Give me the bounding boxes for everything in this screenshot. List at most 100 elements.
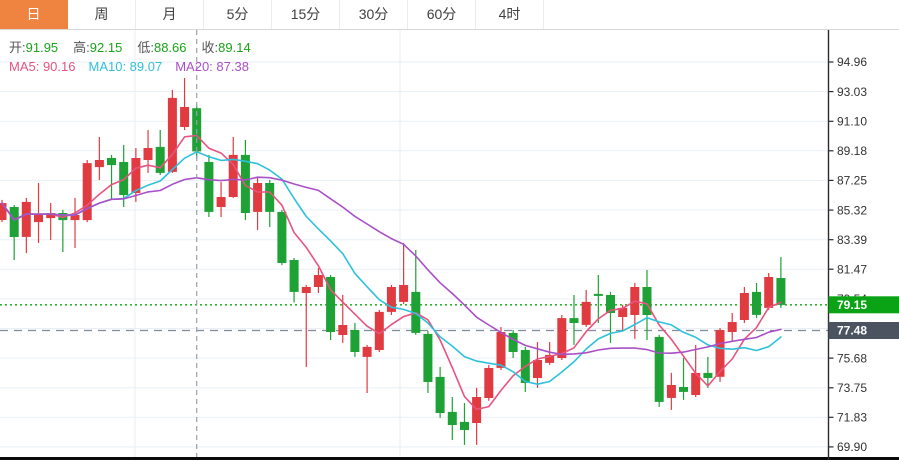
tab-5分[interactable]: 5分	[204, 0, 272, 29]
candle-body	[9, 207, 19, 237]
candle-body	[484, 368, 494, 398]
candle[interactable]	[679, 358, 688, 400]
candle-body	[423, 333, 433, 382]
y-axis-ticks: 94.96 93.03 91.10 89.18 87.25 85.32 83.39 81.47…	[828, 55, 867, 454]
tab-月[interactable]: 月	[136, 0, 204, 29]
candle[interactable]	[21, 197, 31, 254]
candle[interactable]	[435, 366, 445, 418]
candle[interactable]	[34, 183, 43, 243]
tab-周[interactable]: 周	[68, 0, 136, 29]
y-axis-label: 75.68	[837, 351, 867, 365]
ma5-line	[1, 134, 782, 411]
candle[interactable]	[253, 177, 263, 230]
candle[interactable]	[399, 242, 409, 304]
candle-body	[557, 318, 567, 358]
tab-15分[interactable]: 15分	[272, 0, 340, 29]
candle-body	[581, 301, 591, 325]
candle[interactable]	[752, 283, 761, 319]
candle[interactable]	[691, 344, 701, 397]
candle-body	[204, 162, 214, 212]
candle-body	[776, 278, 786, 305]
tab-日[interactable]: 日	[0, 0, 68, 29]
candle[interactable]	[386, 285, 396, 315]
candle[interactable]	[277, 209, 287, 266]
candle[interactable]	[265, 180, 275, 227]
candle[interactable]	[119, 144, 129, 207]
tab-4时[interactable]: 4时	[476, 0, 544, 29]
candle[interactable]	[496, 327, 506, 370]
candle[interactable]	[423, 331, 433, 393]
candle[interactable]	[557, 315, 567, 360]
candle[interactable]	[545, 342, 555, 365]
candle[interactable]	[654, 334, 664, 407]
candle-body	[764, 277, 774, 308]
candle-body	[0, 203, 7, 220]
candle[interactable]	[301, 285, 311, 367]
candle[interactable]	[362, 344, 372, 393]
candle[interactable]	[447, 397, 457, 440]
candle[interactable]	[411, 250, 421, 335]
y-axis-label: 91.10	[837, 115, 867, 129]
last-price-badge: 79.15	[828, 296, 899, 314]
candle[interactable]	[82, 160, 92, 223]
candle[interactable]	[167, 90, 177, 173]
candle-body	[21, 201, 31, 237]
candle[interactable]	[460, 403, 469, 445]
tab-30分[interactable]: 30分	[340, 0, 408, 29]
candle-body	[143, 148, 153, 160]
candle-body	[155, 146, 165, 173]
candle[interactable]	[350, 323, 360, 357]
candle[interactable]	[727, 313, 737, 342]
candle[interactable]	[289, 258, 299, 303]
candle[interactable]	[593, 275, 603, 323]
candle[interactable]	[739, 287, 749, 323]
candle[interactable]	[9, 205, 19, 260]
candle[interactable]	[569, 295, 579, 345]
period-tab-bar: 日周月 5分 15分 30分 60分 4时	[0, 0, 899, 30]
candle[interactable]	[0, 199, 7, 223]
candle-body	[435, 376, 445, 413]
candle[interactable]	[131, 148, 141, 202]
candle[interactable]	[313, 268, 323, 293]
candle-body	[642, 287, 652, 315]
candle[interactable]	[618, 304, 628, 331]
candle[interactable]	[472, 387, 482, 445]
candle[interactable]	[715, 328, 725, 382]
candle[interactable]	[70, 197, 80, 248]
candle[interactable]	[94, 137, 104, 180]
ma10-line	[1, 151, 782, 386]
candle[interactable]	[326, 275, 336, 340]
candle[interactable]	[606, 291, 615, 343]
candle-body	[301, 287, 311, 293]
candles	[0, 78, 786, 445]
candle-body	[167, 97, 177, 172]
candle[interactable]	[764, 273, 774, 310]
grid-lines	[0, 30, 829, 457]
candle[interactable]	[216, 182, 226, 217]
candle[interactable]	[508, 330, 518, 358]
candle[interactable]	[46, 203, 56, 240]
candle[interactable]	[776, 257, 786, 308]
candle[interactable]	[703, 356, 713, 388]
candle[interactable]	[581, 289, 591, 327]
candle-body	[569, 318, 579, 323]
candle-body	[447, 411, 457, 425]
candle-body	[131, 158, 141, 193]
candle[interactable]	[180, 78, 190, 130]
candle[interactable]	[666, 372, 676, 410]
candle[interactable]	[374, 309, 384, 352]
candle[interactable]	[533, 342, 542, 388]
candle-body	[326, 277, 336, 332]
candle[interactable]	[204, 154, 214, 217]
candle[interactable]	[107, 154, 116, 200]
candle-body	[545, 354, 555, 363]
y-axis-label: 71.83	[837, 411, 867, 425]
candle[interactable]	[228, 137, 238, 198]
candle[interactable]	[484, 364, 494, 401]
tab-60分[interactable]: 60分	[408, 0, 476, 29]
y-axis-label: 94.96	[837, 55, 867, 69]
candle-body	[94, 160, 104, 168]
reference-price-badge: 77.48	[828, 322, 899, 339]
